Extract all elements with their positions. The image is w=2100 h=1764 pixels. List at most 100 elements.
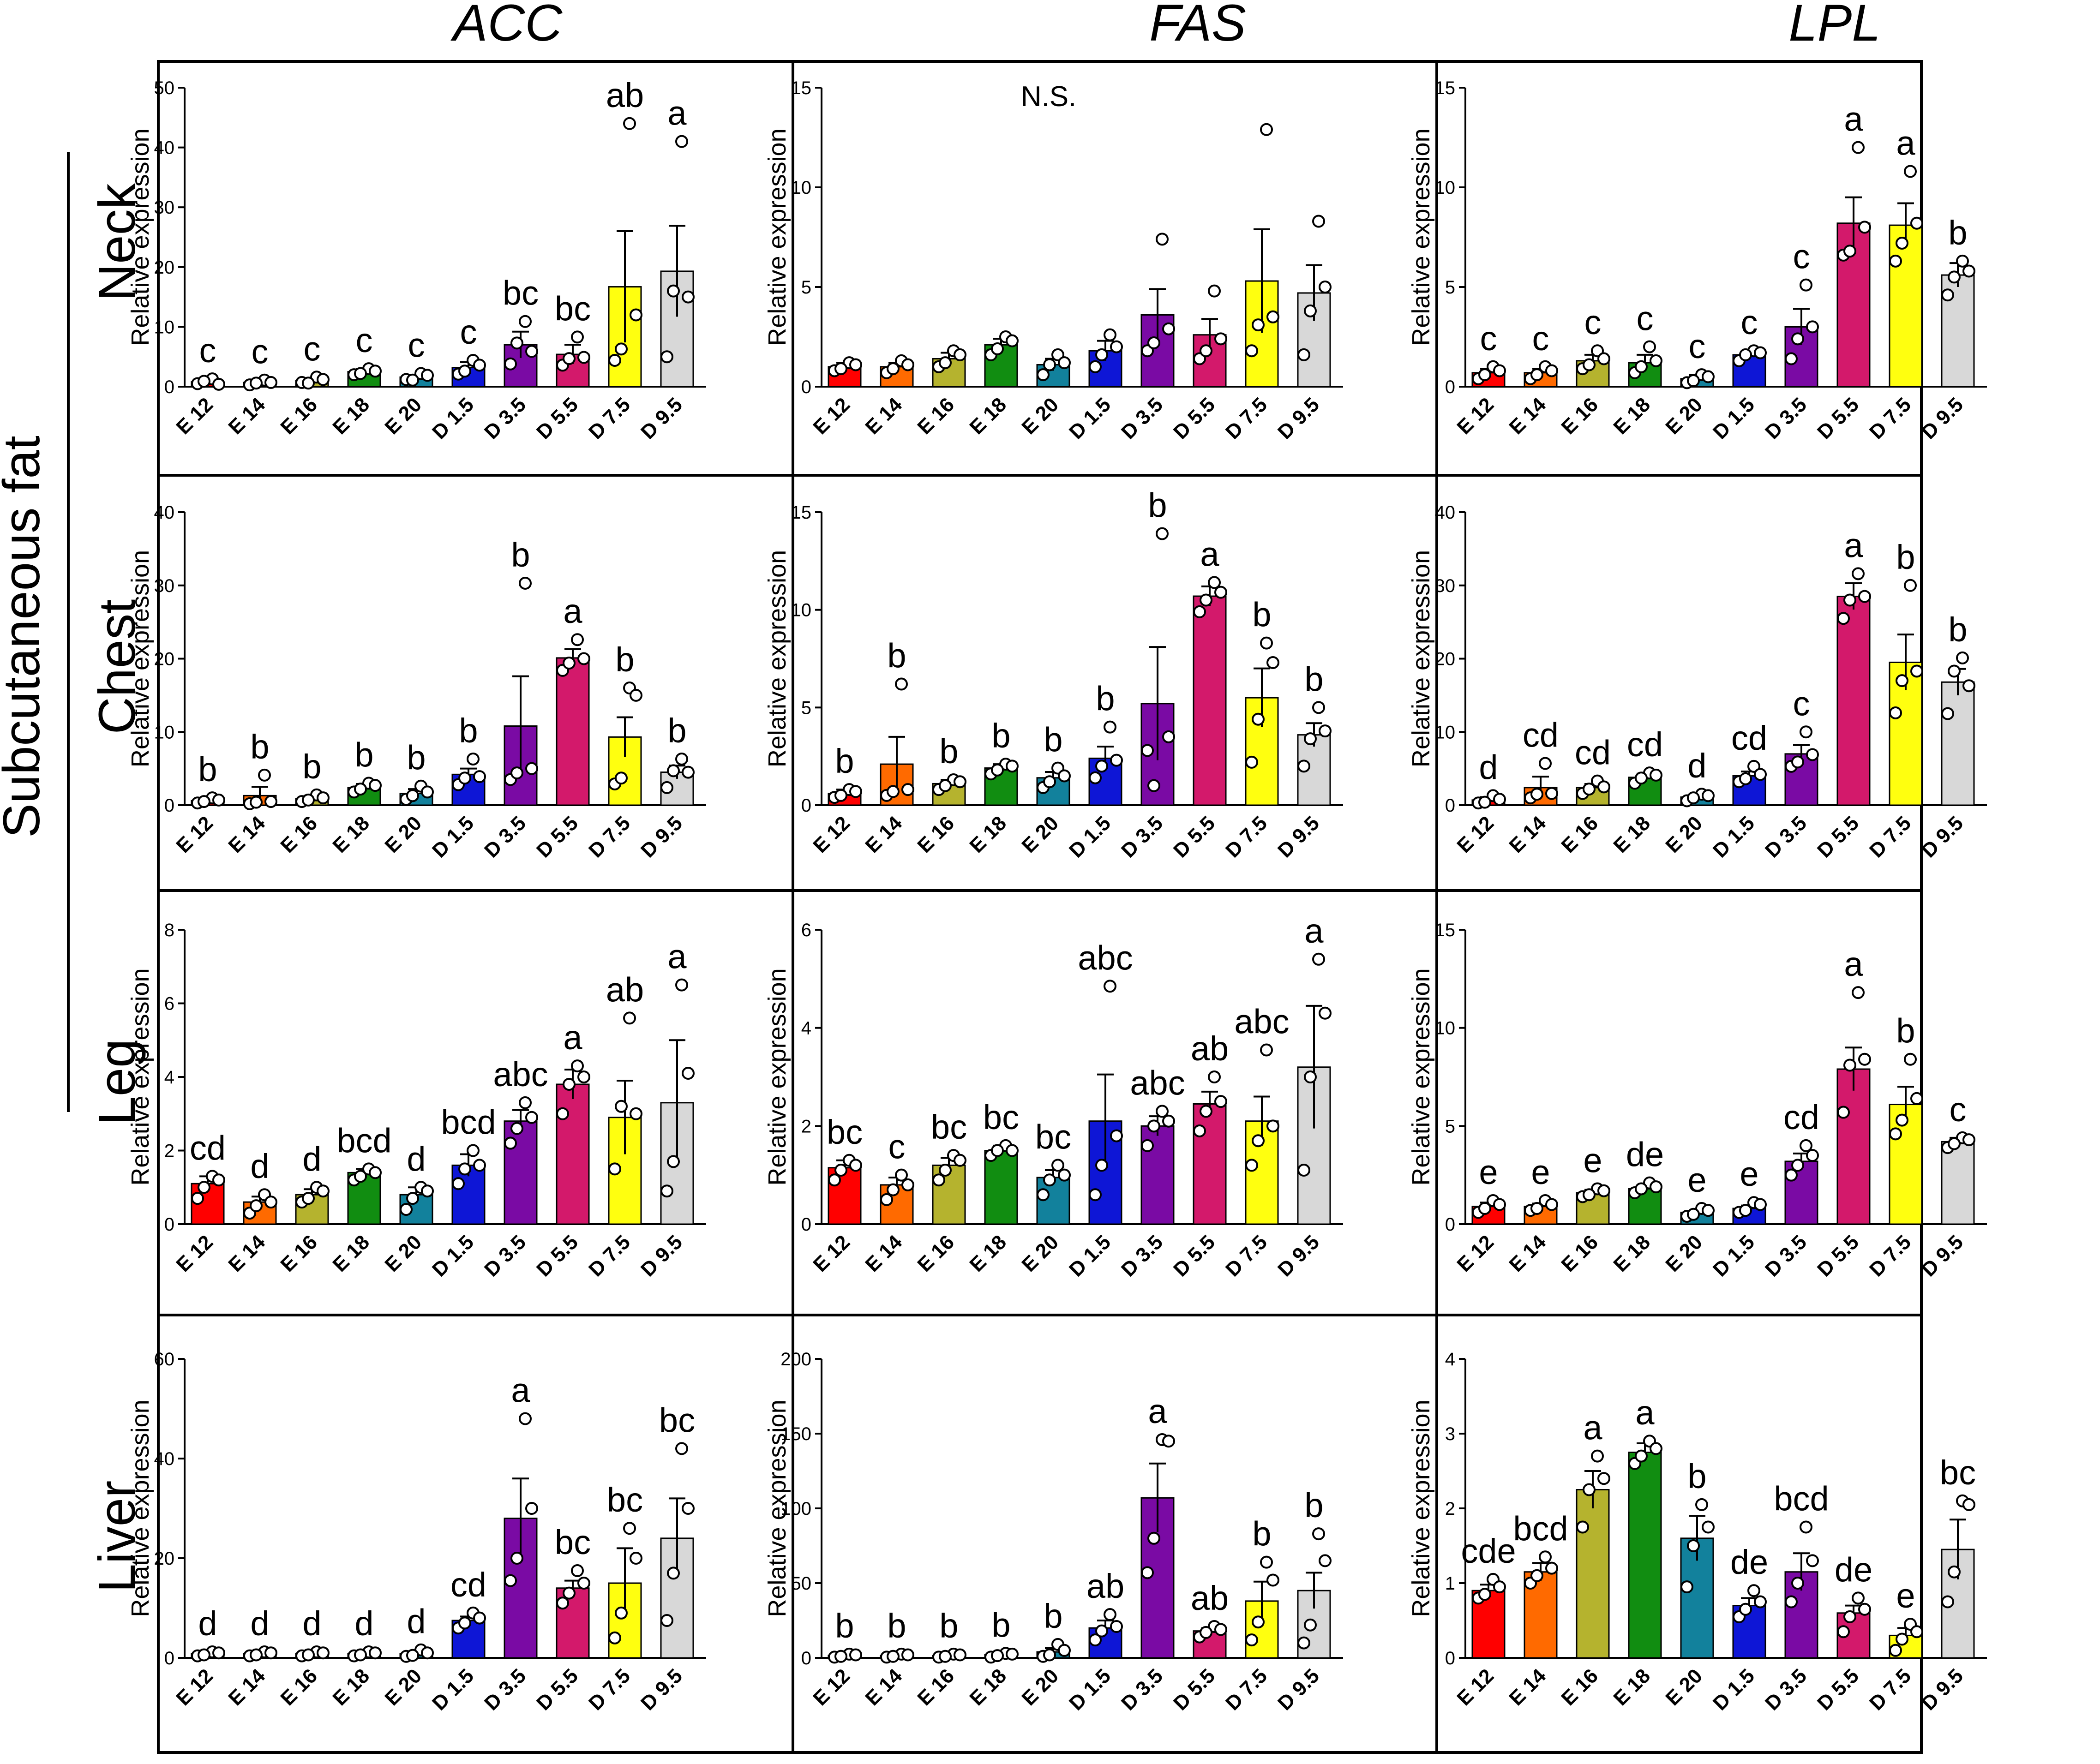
data-point: [615, 342, 628, 356]
data-point: [1791, 1159, 1804, 1172]
data-point: [954, 1648, 966, 1662]
significance-letter: abc: [1078, 939, 1133, 977]
data-point: [1200, 344, 1212, 358]
data-point: [1948, 1565, 1961, 1579]
data-point: [258, 768, 271, 782]
data-point: [1304, 1618, 1317, 1632]
data-point: [615, 771, 628, 785]
data-point: [406, 373, 419, 387]
significance-letter: d: [407, 1603, 426, 1641]
y-axis-title: Relative expression: [126, 128, 154, 346]
panel-grid: [157, 60, 1923, 1754]
data-point: [1156, 527, 1169, 540]
data-point: [991, 1649, 1004, 1662]
significance-letter: cde: [1461, 1532, 1516, 1570]
y-tick-label: 15: [1435, 78, 1456, 98]
significance-letter: b: [459, 712, 478, 750]
significance-letter: e: [1896, 1577, 1915, 1615]
data-point: [954, 775, 966, 789]
data-point: [1702, 789, 1715, 802]
significance-letter: b: [1252, 1515, 1271, 1553]
significance-letter: bc: [659, 1401, 695, 1439]
significance-letter: a: [1635, 1393, 1655, 1432]
data-point: [1478, 368, 1491, 382]
data-point: [630, 1107, 642, 1120]
x-tick-label: D 5.5: [1813, 1664, 1863, 1715]
x-tick-label: D 3.5: [480, 812, 530, 862]
data-point: [1962, 1498, 1975, 1511]
data-point: [1889, 254, 1902, 268]
significance-letter: d: [302, 1604, 321, 1643]
x-tick-label: E 14: [224, 1231, 270, 1276]
y-tick-label: 40: [154, 138, 175, 158]
data-point: [1806, 1149, 1819, 1162]
x-tick-label: D 1.5: [1065, 393, 1115, 443]
x-tick-label: D 9.5: [1917, 812, 1968, 862]
data-point: [264, 795, 277, 808]
significance-letter: e: [1583, 1141, 1602, 1179]
data-point: [623, 117, 636, 130]
data-point: [1843, 593, 1856, 607]
data-point: [421, 785, 434, 799]
x-tick-label: D 9.5: [1917, 1664, 1968, 1715]
data-point: [1858, 1052, 1871, 1066]
x-tick-label: E 14: [224, 1664, 270, 1710]
bar-d55: [1836, 596, 1871, 806]
data-point: [1156, 233, 1169, 246]
data-point: [1889, 706, 1902, 719]
y-axis-title: Relative expression: [126, 968, 154, 1185]
significance-letter: cd: [1627, 725, 1663, 764]
data-point: [525, 1502, 538, 1515]
data-point: [1089, 1633, 1102, 1647]
data-point: [1304, 304, 1317, 317]
data-point: [406, 1192, 419, 1205]
y-tick-label: 40: [154, 1449, 175, 1469]
x-tick-label: E 20: [1017, 812, 1063, 857]
significance-letter: d: [407, 1140, 426, 1178]
data-point: [510, 1552, 523, 1565]
significance-letter: b: [835, 1607, 854, 1645]
significance-letter: a: [667, 94, 687, 132]
data-point: [198, 1181, 210, 1194]
data-point: [675, 978, 688, 992]
data-point: [1043, 775, 1056, 789]
x-tick-label: E 12: [809, 393, 854, 439]
y-tick-label: 0: [1445, 1648, 1455, 1668]
data-point: [1214, 1623, 1227, 1636]
x-tick-label: D 7.5: [584, 812, 635, 862]
data-point: [630, 688, 642, 702]
data-point: [849, 785, 862, 798]
x-tick-label: E 16: [913, 812, 959, 857]
data-point: [667, 764, 680, 777]
significance-letter: d: [1687, 747, 1706, 785]
x-tick-label: D 3.5: [1117, 393, 1167, 443]
y-axis-title: Relative expression: [126, 1399, 154, 1617]
y-tick-label: 10: [1435, 178, 1456, 198]
x-tick-label: E 12: [172, 1231, 217, 1276]
x-tick-label: E 12: [809, 1664, 854, 1710]
data-point: [1260, 1555, 1273, 1569]
panel-leg-lpl: 0 5 10 15 Relative expression e E 12 e E 14 e E 16…: [1407, 920, 1987, 1281]
data-point: [939, 1164, 952, 1177]
data-point: [1650, 1442, 1662, 1455]
y-tick-label: 4: [164, 1067, 174, 1088]
data-point: [1141, 1139, 1154, 1152]
significance-letter: c: [1793, 684, 1810, 723]
data-point: [1478, 1588, 1491, 1601]
data-point: [991, 342, 1004, 355]
data-point: [1110, 1129, 1123, 1142]
data-point: [1800, 1139, 1812, 1152]
y-tick-label: 8: [164, 920, 174, 940]
significance-letter: de: [1626, 1136, 1664, 1174]
x-tick-label: D 1.5: [428, 812, 478, 862]
significance-letter: d: [1479, 748, 1498, 786]
data-point: [660, 1184, 673, 1198]
y-tick-label: 0: [164, 377, 174, 397]
data-point: [302, 793, 315, 807]
data-point: [1530, 1202, 1543, 1215]
data-point: [1245, 1633, 1258, 1647]
significance-letter: a: [1844, 945, 1863, 983]
data-point: [250, 795, 263, 809]
data-point: [1962, 264, 1975, 278]
data-point: [1104, 720, 1116, 734]
